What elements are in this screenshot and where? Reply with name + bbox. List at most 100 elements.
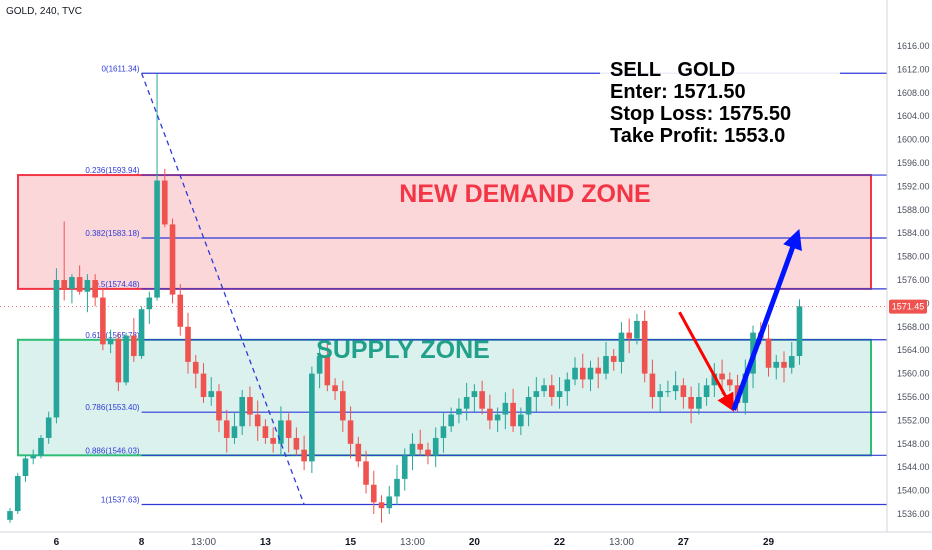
candle-body [549, 385, 555, 397]
candle-body [626, 332, 632, 339]
time-tick-label: 22 [554, 537, 566, 548]
candle-body [169, 224, 176, 295]
candle-body [45, 417, 52, 438]
fib-level-label: 0.886(1546.03) [85, 446, 140, 455]
candle-body [742, 373, 749, 403]
candle-body [618, 332, 625, 362]
demand-zone-title: NEW DEMAND ZONE [399, 180, 650, 208]
candle-body [510, 402, 516, 427]
fib-level-label: 0.786(1553.40) [85, 403, 140, 412]
price-tick-label: 1604.00 [897, 111, 930, 121]
candle-body [564, 379, 571, 392]
candle-body [657, 391, 663, 397]
candle-body [487, 408, 493, 421]
time-tick-label: 20 [469, 537, 481, 548]
candle-body [115, 338, 122, 383]
candle-body [324, 356, 331, 386]
candle-body [479, 391, 485, 409]
candle-body [641, 320, 648, 374]
candle-body [177, 294, 184, 327]
candle-body [340, 391, 346, 421]
time-tick-label: 13:00 [609, 537, 634, 548]
candle-body [355, 443, 362, 462]
supply-zone-title: SUPPLY ZONE [316, 336, 490, 364]
candle-body [456, 408, 462, 415]
candle-body [603, 356, 609, 374]
candle-body [409, 443, 416, 456]
time-tick-label: 29 [763, 537, 775, 548]
price-tick-label: 1548.00 [897, 439, 930, 449]
candle-body [432, 437, 439, 456]
trade-direction: SELL GOLD [610, 59, 735, 81]
candle-body [270, 437, 276, 444]
price-tick-label: 1560.00 [897, 369, 930, 379]
trade-stop-loss: Stop Loss: 1575.50 [610, 103, 791, 125]
price-tick-label: 1580.00 [897, 252, 930, 262]
candle-body [703, 385, 710, 397]
candle-body [138, 309, 145, 357]
candle-body [84, 280, 91, 292]
candle-body [696, 397, 702, 409]
candle-body [634, 320, 640, 339]
candle-body [208, 391, 215, 397]
candle-body [587, 367, 594, 380]
candle-body [649, 373, 656, 397]
candle-body [788, 356, 795, 368]
candle-body [278, 420, 284, 444]
candle-body [285, 420, 292, 438]
candle-body [773, 361, 780, 368]
candle-body [556, 391, 563, 397]
candle-body [301, 449, 307, 462]
fib-level-label: 0.618(1565.78) [85, 331, 140, 340]
candle-body [61, 280, 67, 289]
price-tick-label: 1552.00 [897, 415, 930, 425]
candle-body [309, 373, 315, 462]
candle-body [595, 367, 602, 374]
candle-body [401, 455, 408, 479]
fib-level-label: 0.382(1583.18) [85, 229, 140, 238]
candle-body [69, 277, 75, 289]
candle-body [7, 511, 13, 520]
time-tick-label: 13:00 [191, 537, 216, 548]
candle-body [247, 397, 253, 415]
candle-body [76, 277, 83, 292]
price-tick-label: 1584.00 [897, 228, 930, 238]
trade-plan: SELL GOLD Enter: 1571.50 Stop Loss: 1575… [600, 52, 840, 147]
candle-body [92, 280, 98, 298]
candle-body [254, 414, 261, 427]
candle-body [200, 373, 207, 397]
time-tick-label: 15 [345, 537, 357, 548]
candle-body [610, 356, 617, 362]
fib-level-label: 0.236(1593.94) [85, 166, 140, 175]
time-tick-label: 6 [54, 537, 60, 548]
candle-body [154, 180, 160, 298]
time-tick-label: 13:00 [400, 537, 425, 548]
candle-body [719, 373, 725, 380]
price-tick-label: 1544.00 [897, 462, 930, 472]
fib-level-label: 0.5(1574.48) [94, 280, 140, 289]
candle-body [216, 391, 222, 421]
candle-body [711, 373, 718, 386]
price-tick-label: 1616.00 [897, 41, 930, 51]
candle-body [765, 338, 772, 368]
candle-body [665, 391, 671, 393]
candle-body [38, 437, 44, 456]
price-scale[interactable]: 1536.00 1540.00 1544.00 1548.00 1552.00 1556.… [897, 41, 930, 519]
candle-body [146, 297, 153, 310]
candle-body [378, 502, 385, 509]
candle-body [262, 426, 269, 438]
price-tick-label: 1556.00 [897, 392, 930, 402]
price-tick-label: 1592.00 [897, 181, 930, 191]
candle-body [239, 397, 245, 427]
time-tick-label: 27 [678, 537, 690, 548]
price-tick-label: 1568.00 [897, 322, 930, 332]
candle-body [448, 414, 454, 427]
time-scale[interactable]: 6 8 13:00 13 15 13:00 20 22 13:00 27 29 [54, 537, 775, 548]
candle-body [463, 397, 470, 409]
candle-body [440, 426, 447, 438]
candle-body [53, 280, 60, 418]
candle-body [688, 397, 694, 409]
candle-body [14, 475, 21, 512]
price-tick-label: 1540.00 [897, 486, 930, 496]
